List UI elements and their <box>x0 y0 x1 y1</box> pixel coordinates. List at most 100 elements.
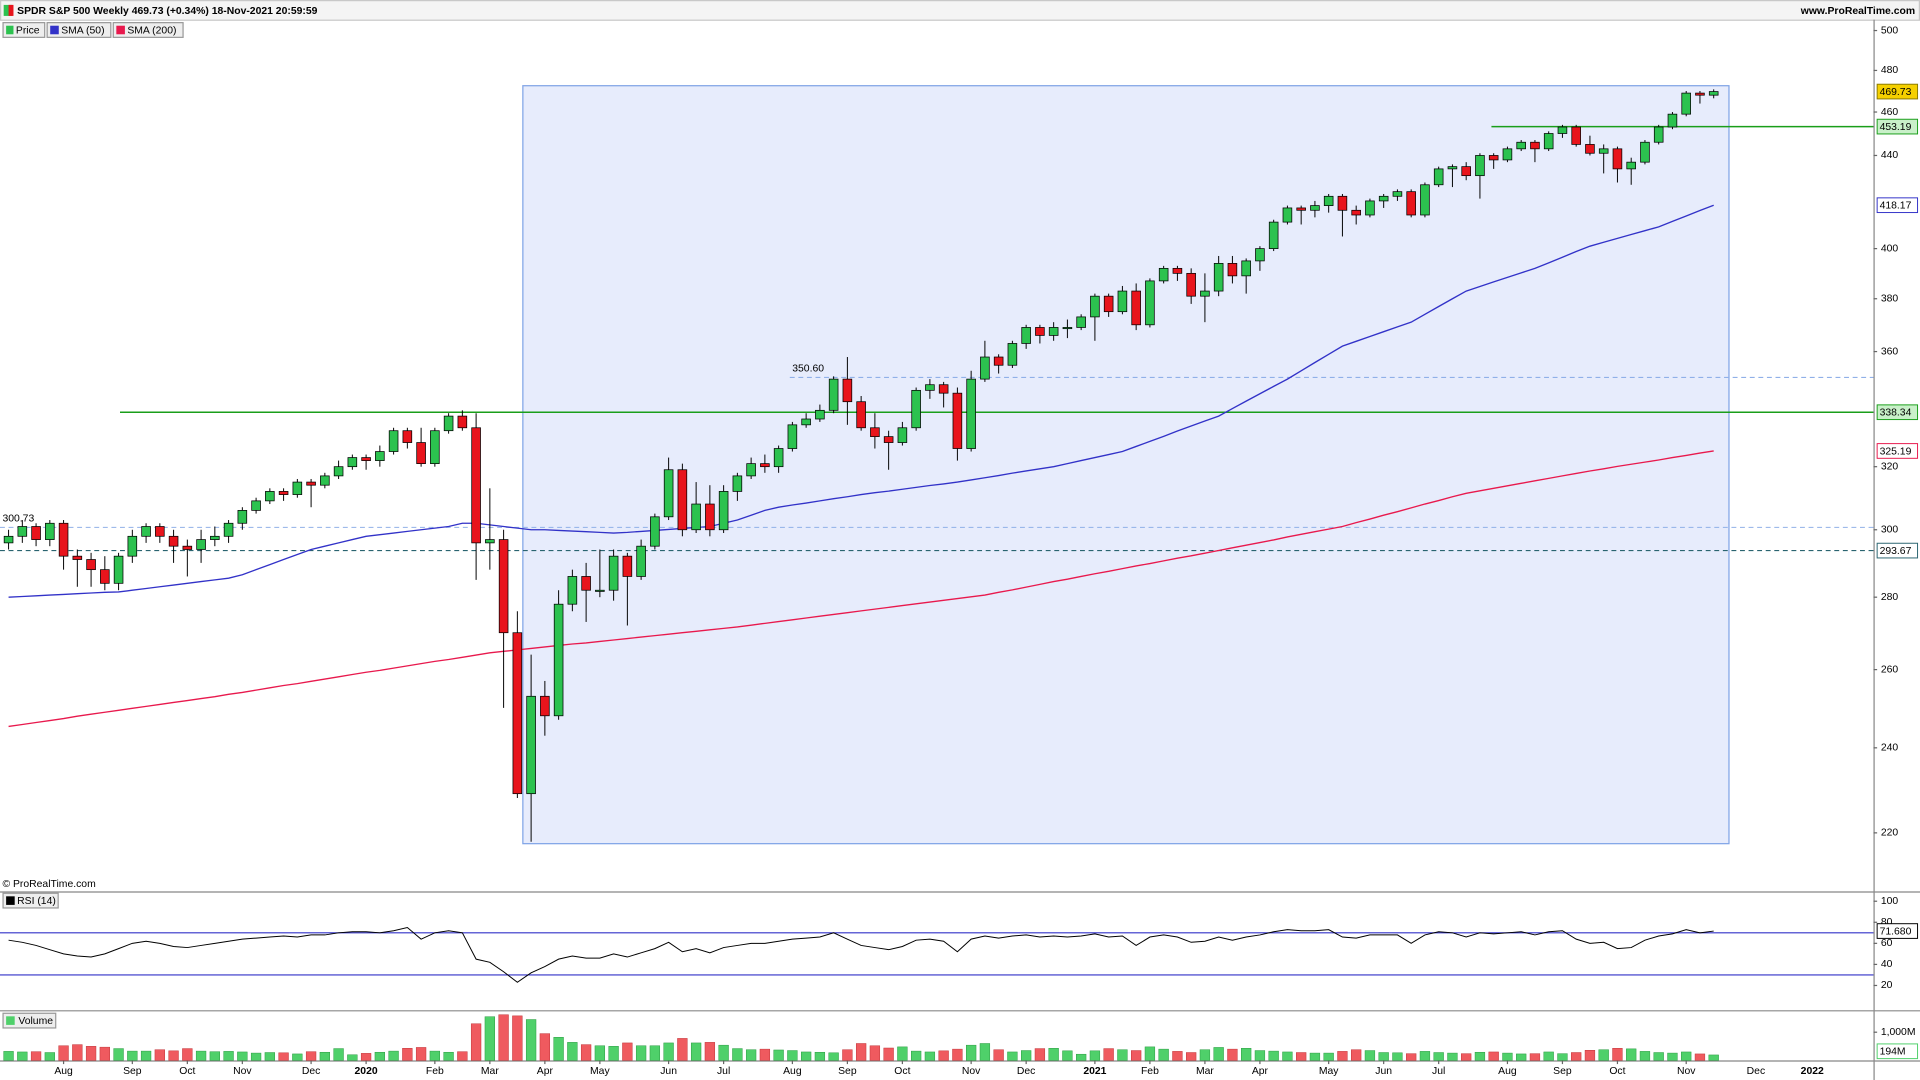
legend-box <box>112 22 184 38</box>
candle-body <box>86 559 96 571</box>
volume-bar <box>1626 1048 1637 1061</box>
volume-bar <box>1337 1051 1348 1061</box>
candle-body <box>278 491 289 495</box>
level-badge-bg <box>1876 118 1919 135</box>
y-tick-label: 80 <box>1881 917 1893 928</box>
candle-body <box>1626 161 1636 170</box>
candle-body <box>58 522 69 557</box>
volume-bar <box>1557 1053 1568 1061</box>
y-tick-label: 380 <box>1881 293 1899 304</box>
volume-bar <box>305 1051 317 1061</box>
volume-bar <box>457 1051 468 1061</box>
candle-body <box>1406 191 1416 216</box>
x-tick-label: Oct <box>1609 1066 1625 1077</box>
candle-body <box>1708 91 1719 96</box>
candle-body <box>100 569 110 584</box>
candle-body <box>1516 141 1526 150</box>
highlight-zone <box>522 85 1730 845</box>
x-tick-label: Dec <box>302 1066 320 1077</box>
candle-body <box>471 427 481 544</box>
volume-bar <box>979 1043 991 1061</box>
candle-body <box>1640 141 1650 163</box>
rsi-line <box>8 927 1714 983</box>
candle-body <box>952 392 963 449</box>
candle-body <box>1420 184 1430 216</box>
candle-body <box>1131 290 1141 326</box>
candle-body <box>746 463 756 477</box>
volume-bar <box>484 1016 495 1061</box>
candle-body <box>1598 148 1609 154</box>
volume-bar <box>99 1046 110 1061</box>
volume-bar <box>1268 1050 1279 1061</box>
legend-box <box>46 22 112 38</box>
candle-body <box>608 555 619 591</box>
candle-body <box>870 427 880 437</box>
volume-bar <box>85 1046 97 1061</box>
candle-body <box>485 539 495 544</box>
candle-body <box>416 442 426 465</box>
candle-body <box>691 503 701 531</box>
candle-body <box>388 430 399 452</box>
level-label: 300.73 <box>2 514 34 525</box>
candle-body <box>828 378 839 411</box>
volume-bar <box>1241 1048 1252 1061</box>
volume-bar <box>1364 1050 1376 1061</box>
candle-body <box>595 589 605 592</box>
candle-body <box>966 378 976 449</box>
y-tick-label: 60 <box>1881 938 1893 949</box>
candle-body <box>320 475 330 486</box>
y-tick-label: 500 <box>1881 25 1899 36</box>
candle-body <box>815 409 825 420</box>
volume-bar <box>1186 1052 1197 1061</box>
volume-bar <box>580 1044 592 1061</box>
candle-body <box>1227 263 1238 277</box>
candle-body <box>1557 126 1568 134</box>
volume-bar <box>567 1042 578 1061</box>
candle-body <box>1653 126 1664 143</box>
volume-bar <box>883 1047 894 1061</box>
volume-bar <box>745 1049 757 1061</box>
candle-body <box>1172 267 1183 274</box>
volume-bar <box>402 1048 413 1061</box>
x-tick-label: Mar <box>1196 1066 1214 1077</box>
volume-bar <box>140 1050 152 1061</box>
volume-bar <box>319 1051 330 1061</box>
candle-body <box>1007 343 1018 366</box>
volume-bar <box>17 1051 28 1061</box>
candle-body <box>938 384 949 394</box>
x-tick-label: Oct <box>179 1066 195 1077</box>
candle-body <box>31 526 41 540</box>
candle-body <box>760 463 770 468</box>
x-tick-label: Aug <box>783 1066 802 1077</box>
y-tick-label: 1,000M <box>1881 1027 1916 1038</box>
volume-bar <box>1158 1048 1169 1061</box>
volume-bar <box>773 1049 784 1061</box>
candle-body <box>993 356 1004 366</box>
candle-body <box>347 457 358 468</box>
candle-body <box>567 576 578 605</box>
volume-bar <box>1639 1051 1651 1061</box>
candle-body <box>1186 272 1196 297</box>
volume-bar <box>897 1046 908 1061</box>
candle-body <box>856 401 866 429</box>
candle-body <box>113 555 124 584</box>
candle-body <box>265 491 275 502</box>
volume-bar <box>1708 1054 1719 1061</box>
candle-body <box>1585 144 1595 154</box>
volume-bar <box>1282 1051 1293 1061</box>
candle-body <box>1337 195 1348 211</box>
candle-body <box>375 451 385 461</box>
volume-bar <box>525 1019 537 1061</box>
volume-bar <box>443 1051 454 1061</box>
volume-bar <box>814 1051 826 1061</box>
sma-badge-bg <box>1876 443 1919 459</box>
x-tick-label: Apr <box>1252 1066 1269 1077</box>
volume-bar <box>1419 1051 1431 1061</box>
candle-body <box>1695 92 1705 96</box>
panel-title: Volume <box>18 1016 53 1027</box>
candle-body <box>1268 221 1279 249</box>
volume-bar <box>250 1052 262 1061</box>
x-tick-label: 2021 <box>1083 1066 1106 1077</box>
rsi-badge: 71.680 <box>1880 926 1912 937</box>
